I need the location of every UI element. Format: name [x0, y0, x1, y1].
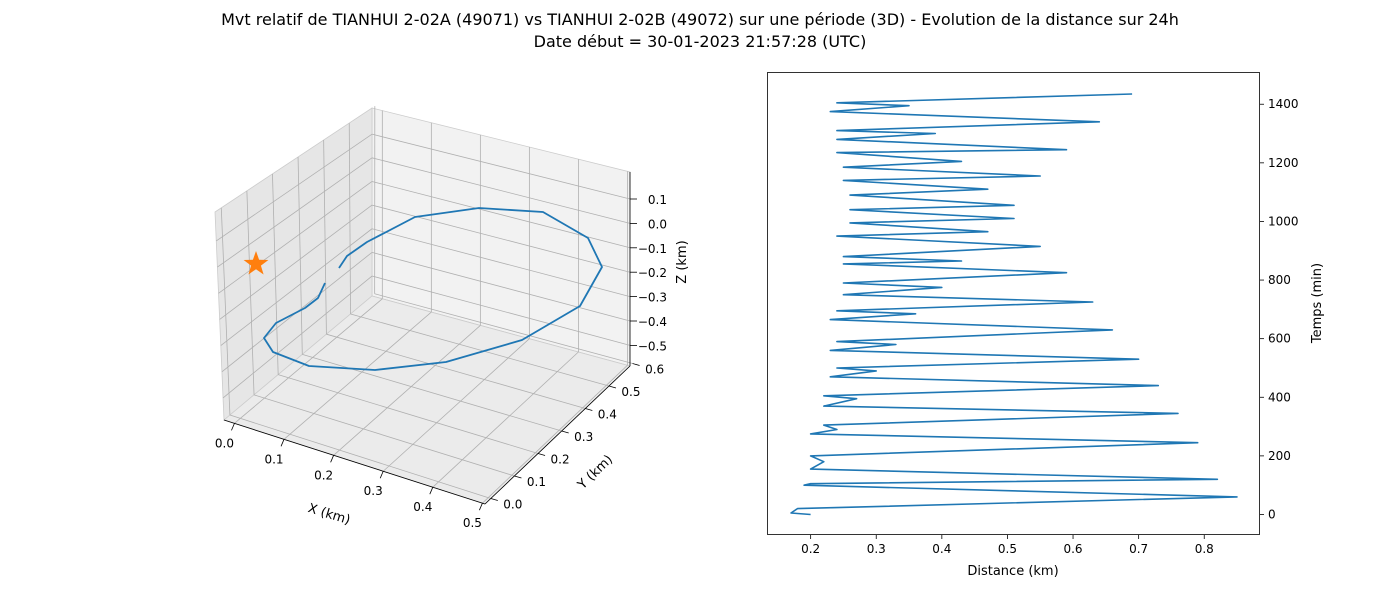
grid-line-z-back — [371, 275, 631, 346]
distance-time-plot: 0.2 0.3 0.4 0.5 0.6 0.7 0.8 0 200 400 600 800 1000 1… — [767, 72, 1325, 579]
y-tick-label: 0.1 — [527, 475, 546, 489]
grid-line-y-floor — [302, 354, 562, 432]
z-tick-label: −0.4 — [638, 315, 667, 329]
y-axis-label: Y (km) — [574, 452, 616, 493]
y-tick-label: 0.5 — [621, 385, 640, 399]
grid-line-y-floor — [229, 414, 491, 499]
x-tick-mark — [429, 487, 434, 495]
y-tick-label: 0.4 — [598, 408, 617, 422]
x-tick-label: 0.7 — [1129, 542, 1148, 556]
x-tick-mark — [379, 471, 384, 479]
y-tick-label: 1000 — [1268, 214, 1299, 228]
grid-line-x-floor — [283, 311, 432, 440]
grid-line-z-back — [371, 133, 631, 200]
y-ticks: 0 200 400 600 800 1000 1200 1400 — [1260, 97, 1299, 521]
x-tick-label: 0.1 — [264, 452, 283, 466]
y-tick-mark — [632, 363, 640, 366]
distance-series-line — [790, 93, 1238, 516]
grid-line-y-floor — [350, 313, 610, 387]
grid-line-y-floor — [253, 394, 515, 477]
y-tick-mark — [585, 408, 593, 411]
figure-title-line1: Mvt relatif de TIANHUI 2-02A (49071) vs … — [221, 10, 1179, 29]
grid-line-y-left — [220, 207, 231, 416]
grid-line-y-floor — [374, 293, 633, 364]
y-tick-label: 400 — [1268, 390, 1291, 404]
grid-line-y-left — [323, 140, 327, 335]
z-tick-label: 0.0 — [648, 217, 667, 231]
x-axis-label: X (km) — [306, 501, 352, 528]
x-axis-line — [223, 419, 486, 505]
grid-line-z-back — [371, 252, 631, 322]
y-axis-label-2d: Temps (min) — [1310, 263, 1325, 344]
ticks-3d: 0.0 0.1 0.2 0.3 0.4 0.5 0.0 0.1 0.2 0.3 0.4 0.5 0.6 0… — [215, 193, 667, 530]
x-tick-label: 0.2 — [801, 542, 820, 556]
x-tick-label: 0.5 — [998, 542, 1017, 556]
x-axis-label-2d: Distance (km) — [967, 564, 1058, 579]
y-tick-mark — [490, 498, 498, 501]
y-tick-mark — [561, 430, 569, 434]
x-tick-label: 0.4 — [413, 500, 432, 514]
star-marker — [243, 251, 269, 275]
y-tick-mark — [608, 385, 617, 389]
grid-line-x-floor — [234, 298, 383, 424]
grid-line-x-floor — [333, 325, 481, 456]
axis-lines-3d — [223, 172, 631, 505]
z-tick-label: −0.5 — [638, 339, 667, 353]
grid-line-y-left — [348, 123, 351, 314]
grid-line-x-floor — [482, 365, 628, 504]
y-tick-label: 0.2 — [551, 452, 570, 466]
x-tick-label: 0.6 — [1063, 542, 1082, 556]
grid-line-y-left — [272, 173, 279, 375]
grid-line-z-back — [371, 157, 631, 224]
x-ticks: 0.2 0.3 0.4 0.5 0.6 0.7 0.8 — [801, 535, 1214, 556]
plot-frame — [767, 72, 1260, 535]
grid-line-z-left — [218, 181, 373, 294]
x-tick-label: 0.3 — [867, 542, 886, 556]
grid-line-y-left — [297, 156, 303, 355]
y-tick-label: 1200 — [1268, 156, 1299, 170]
grid-line-x-floor — [382, 338, 530, 472]
z-tick-label: 0.1 — [648, 193, 667, 207]
x-tick-mark — [280, 439, 285, 447]
grid-line-z-left — [222, 275, 373, 399]
x-tick-mark — [479, 503, 483, 511]
grid-line-z-left — [217, 157, 373, 268]
trajectory-line — [263, 207, 603, 371]
y-tick-label: 0.3 — [574, 430, 593, 444]
grid-lines-3d — [216, 106, 633, 504]
figure-title-line2: Date début = 30-01-2023 21:57:28 (UTC) — [533, 32, 867, 51]
grid-line-y-floor — [326, 333, 586, 409]
x-tick-label: 0.5 — [463, 516, 482, 530]
y-tick-label: 1400 — [1268, 97, 1299, 111]
grid-line-z-left — [219, 204, 373, 320]
z-tick-label: −0.1 — [638, 242, 667, 256]
trajectory-3d-plot: 0.0 0.1 0.2 0.3 0.4 0.5 0.0 0.1 0.2 0.3 0.4 0.5 0.6 0… — [214, 106, 690, 530]
x-tick-label: 0.3 — [364, 484, 383, 498]
y-tick-label: 800 — [1268, 273, 1291, 287]
y-tick-label: 600 — [1268, 332, 1291, 346]
grid-line-z-back — [371, 228, 631, 297]
y-tick-label: 0.6 — [645, 363, 664, 377]
y-tick-mark — [514, 475, 522, 479]
z-axis-label: Z (km) — [675, 240, 690, 283]
y-tick-label: 200 — [1268, 449, 1291, 463]
x-tick-label: 0.4 — [932, 542, 951, 556]
grid-line-z-left — [216, 133, 373, 242]
grid-line-y-left — [246, 190, 255, 395]
x-tick-label: 0.2 — [314, 468, 333, 482]
x-tick-mark — [231, 423, 235, 431]
x-tick-mark — [330, 455, 334, 463]
z-tick-label: −0.3 — [638, 291, 667, 305]
grid-line-x-floor — [432, 351, 579, 488]
y-tick-label: 0 — [1268, 507, 1276, 521]
grid-line-z-left — [220, 228, 373, 346]
y-tick-mark — [537, 453, 546, 456]
x-tick-label: 0.0 — [215, 436, 234, 450]
y-axis-line — [484, 365, 631, 505]
grid-line-y-floor — [278, 374, 539, 454]
y-tick-label: 0.0 — [503, 497, 522, 511]
x-tick-label: 0.8 — [1195, 542, 1214, 556]
z-tick-label: −0.2 — [638, 266, 667, 280]
